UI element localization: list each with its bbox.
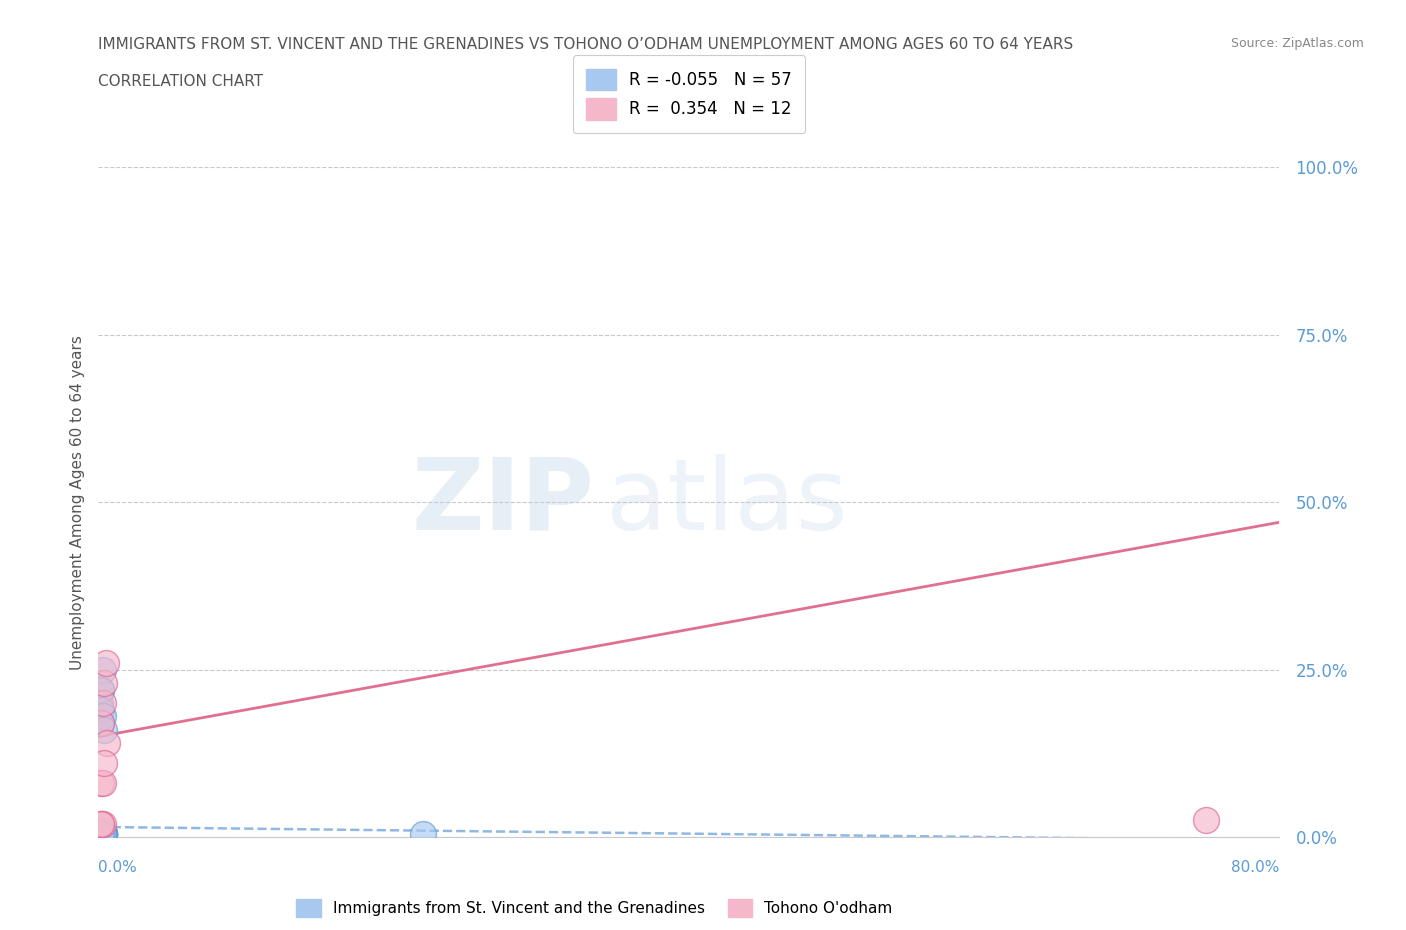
Point bbox=[90, 826, 112, 841]
Point bbox=[91, 826, 114, 841]
Point bbox=[91, 826, 114, 841]
Point bbox=[91, 826, 114, 841]
Point bbox=[90, 826, 112, 841]
Text: atlas: atlas bbox=[606, 454, 848, 551]
Text: 0.0%: 0.0% bbox=[98, 860, 138, 875]
Point bbox=[91, 826, 114, 841]
Text: 80.0%: 80.0% bbox=[1232, 860, 1279, 875]
Point bbox=[91, 823, 114, 838]
Point bbox=[90, 826, 112, 841]
Point bbox=[93, 826, 115, 841]
Point bbox=[90, 826, 112, 841]
Point bbox=[93, 826, 115, 841]
Point bbox=[412, 826, 434, 841]
Text: CORRELATION CHART: CORRELATION CHART bbox=[98, 74, 263, 89]
Point bbox=[90, 826, 112, 841]
Text: Source: ZipAtlas.com: Source: ZipAtlas.com bbox=[1230, 37, 1364, 50]
Point bbox=[93, 826, 115, 841]
Point bbox=[93, 826, 115, 841]
Point bbox=[90, 826, 112, 841]
Y-axis label: Unemployment Among Ages 60 to 64 years: Unemployment Among Ages 60 to 64 years bbox=[69, 335, 84, 670]
Point bbox=[91, 709, 114, 724]
Point bbox=[90, 826, 112, 841]
Point bbox=[90, 826, 112, 841]
Point bbox=[91, 696, 114, 711]
Point bbox=[91, 826, 114, 841]
Point bbox=[90, 776, 112, 790]
Point bbox=[1195, 813, 1218, 828]
Point bbox=[89, 696, 111, 711]
Point bbox=[90, 716, 112, 731]
Point bbox=[90, 826, 112, 841]
Point bbox=[90, 826, 112, 841]
Point bbox=[90, 826, 112, 841]
Point bbox=[90, 826, 112, 841]
Point bbox=[90, 826, 112, 841]
Point bbox=[89, 826, 111, 841]
Point bbox=[91, 826, 114, 841]
Point bbox=[90, 817, 112, 831]
Point bbox=[90, 826, 112, 841]
Point bbox=[93, 826, 115, 841]
Point bbox=[91, 826, 114, 841]
Point bbox=[91, 826, 114, 841]
Point bbox=[90, 826, 112, 841]
Point bbox=[91, 826, 114, 841]
Point bbox=[96, 736, 118, 751]
Point bbox=[91, 826, 114, 841]
Point bbox=[91, 826, 114, 841]
Point bbox=[91, 826, 114, 841]
Point bbox=[91, 826, 114, 841]
Point bbox=[90, 683, 112, 698]
Point bbox=[91, 826, 114, 841]
Point bbox=[93, 675, 115, 690]
Point bbox=[94, 656, 117, 671]
Point bbox=[91, 826, 114, 841]
Point bbox=[90, 826, 112, 841]
Legend: Immigrants from St. Vincent and the Grenadines, Tohono O'odham: Immigrants from St. Vincent and the Gren… bbox=[290, 893, 898, 923]
Point bbox=[89, 826, 111, 841]
Point bbox=[90, 826, 112, 841]
Point bbox=[90, 826, 112, 841]
Point bbox=[90, 826, 112, 841]
Point bbox=[93, 826, 115, 841]
Point bbox=[90, 716, 112, 731]
Point bbox=[90, 826, 112, 841]
Point bbox=[89, 826, 111, 841]
Point bbox=[90, 826, 112, 841]
Point bbox=[91, 776, 114, 790]
Point bbox=[90, 817, 112, 831]
Point bbox=[91, 817, 114, 831]
Point bbox=[93, 756, 115, 771]
Text: ZIP: ZIP bbox=[412, 454, 595, 551]
Text: IMMIGRANTS FROM ST. VINCENT AND THE GRENADINES VS TOHONO O’ODHAM UNEMPLOYMENT AM: IMMIGRANTS FROM ST. VINCENT AND THE GREN… bbox=[98, 37, 1074, 52]
Point bbox=[90, 702, 112, 717]
Point bbox=[93, 826, 115, 841]
Point bbox=[90, 683, 112, 698]
Point bbox=[91, 662, 114, 677]
Point bbox=[90, 826, 112, 841]
Point bbox=[93, 723, 115, 737]
